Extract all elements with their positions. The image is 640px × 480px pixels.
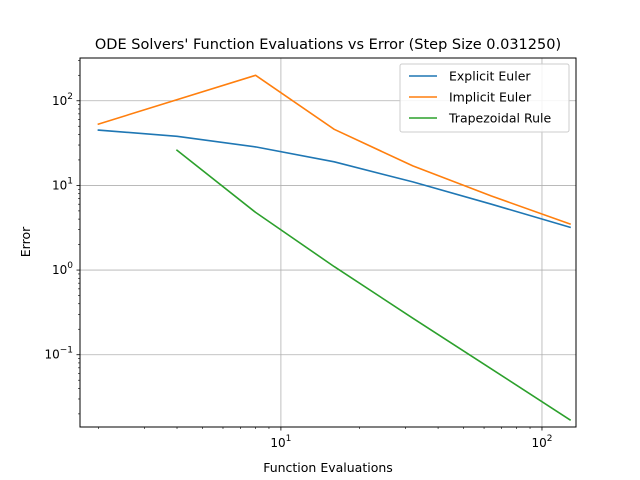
tick-labels: 101 102 10−1 100 101 102	[44, 92, 552, 450]
x-tick-label: 101	[270, 434, 291, 450]
y-axis-label: Error	[18, 226, 33, 257]
x-tick-label: 102	[531, 434, 552, 450]
chart-title: ODE Solvers' Function Evaluations vs Err…	[95, 37, 561, 53]
series-lines	[97, 74, 572, 422]
legend-label-explicit-euler: Explicit Euler	[449, 69, 531, 84]
y-tick-label: 102	[52, 92, 73, 108]
y-tick-label: 10−1	[44, 346, 73, 362]
legend: Explicit Euler Implicit Euler Trapezoidal …	[399, 63, 570, 133]
series-line-trapezoidal-rule	[175, 149, 572, 422]
x-axis-label: Function Evaluations	[263, 460, 393, 475]
legend-box	[399, 63, 570, 133]
series-line-explicit-euler	[97, 129, 571, 229]
legend-label-trapezoidal-rule: Trapezoidal Rule	[448, 111, 551, 126]
legend-label-implicit-euler: Implicit Euler	[449, 90, 532, 105]
plot-frame	[79, 57, 577, 428]
major-ticks	[76, 100, 543, 431]
series-line-implicit-euler	[97, 74, 572, 226]
y-tick-label: 100	[52, 261, 73, 277]
y-tick-label: 101	[52, 176, 73, 192]
